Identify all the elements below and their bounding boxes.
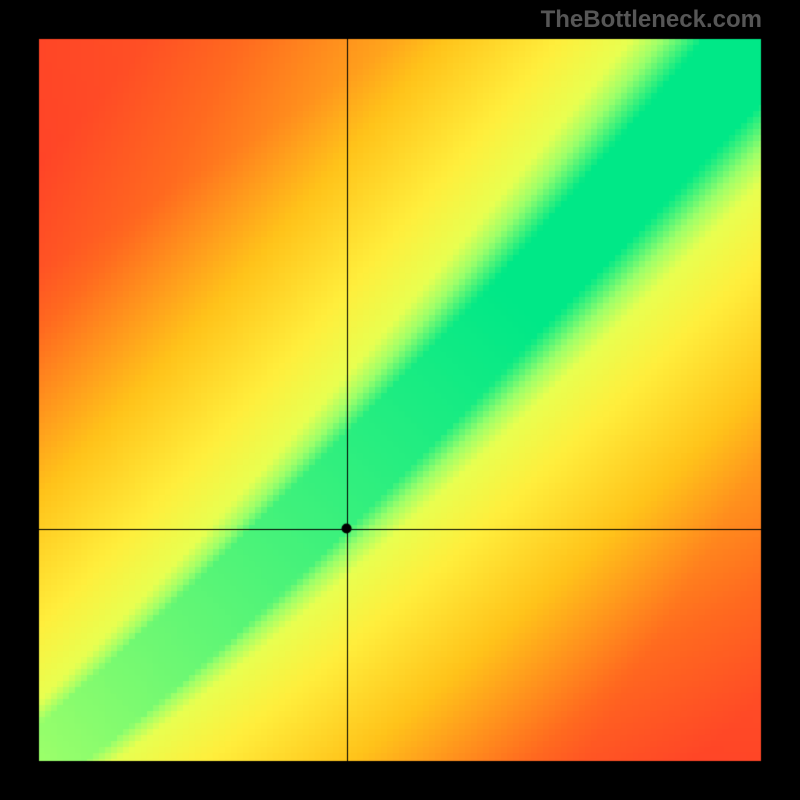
bottleneck-heatmap <box>0 0 800 800</box>
watermark-text: TheBottleneck.com <box>541 6 762 34</box>
chart-container: TheBottleneck.com <box>0 0 800 800</box>
